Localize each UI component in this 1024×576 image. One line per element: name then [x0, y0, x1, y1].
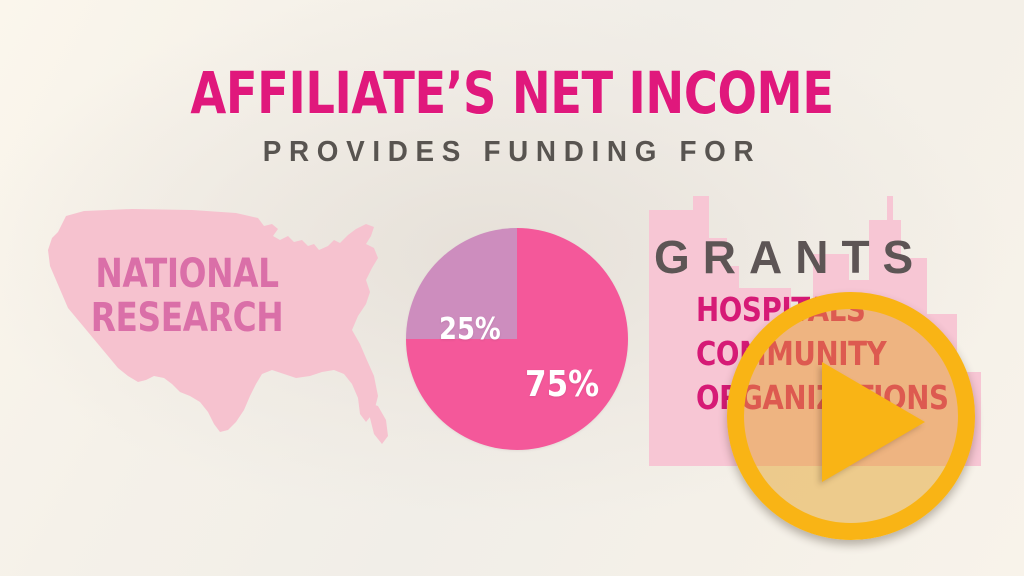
- play-triangle-icon: [822, 362, 925, 482]
- map-label-line-2: RESEARCH: [90, 295, 284, 341]
- page-title: AFFILIATE’S NET INCOME: [190, 59, 834, 127]
- title-block: AFFILIATE’S NET INCOME PROVIDES FUNDING …: [0, 62, 1024, 168]
- pie-slice-minor: [406, 228, 517, 339]
- funding-pie-chart: 25% 75%: [406, 228, 628, 450]
- pie-chart-graphic: [406, 228, 628, 450]
- national-research-panel: NATIONAL RESEARCH: [22, 196, 412, 458]
- pie-label-major: 75%: [525, 364, 600, 405]
- us-map-icon: [48, 209, 388, 444]
- pie-label-minor: 25%: [439, 312, 501, 347]
- national-research-label: NATIONAL RESEARCH: [52, 252, 323, 340]
- play-button[interactable]: [727, 292, 975, 540]
- map-label-line-1: NATIONAL: [95, 251, 279, 297]
- page-subtitle: PROVIDES FUNDING FOR: [262, 136, 762, 168]
- grants-heading: GRANTS: [654, 231, 927, 283]
